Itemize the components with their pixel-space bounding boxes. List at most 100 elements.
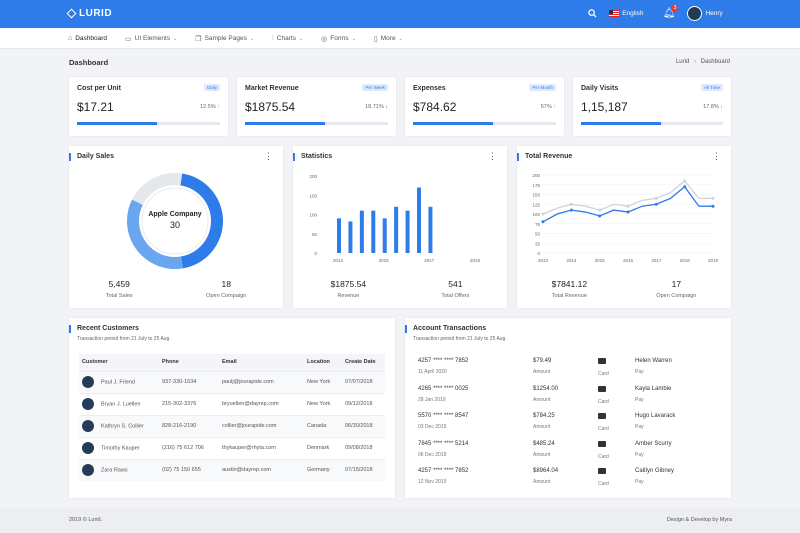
bar (428, 206, 433, 253)
stat-period-badge: All Time (700, 84, 723, 91)
metric-open-compaign: 17 Open Compaign (656, 279, 696, 299)
bar (337, 218, 341, 253)
payer-name: Caitlyn Gibney (635, 468, 675, 474)
customer-cell: Zara Raws (79, 458, 159, 481)
brand-name: LURID (79, 8, 113, 19)
more-vertical-icon[interactable]: ⋮ (488, 151, 497, 161)
nav-forms[interactable]: ◎ Forms ⌄ (321, 35, 356, 43)
location-cell: Denmark (304, 436, 342, 459)
donut-slice (132, 173, 183, 205)
amount-label: Amount (533, 369, 551, 375)
data-point (541, 220, 545, 224)
customer-name: Bryan J. Luellen (101, 401, 141, 408)
y-tick-label: 25 (535, 241, 541, 246)
stat-change-value: 57% (540, 104, 552, 110)
notifications-button[interactable]: 🔔︎ 3 (663, 5, 679, 19)
stat-value: $1875.54 (245, 100, 296, 114)
column-header[interactable]: Customer (79, 354, 159, 371)
table-row[interactable]: Paul J. Friend 937-330-1634 paulj@jourap… (79, 370, 385, 393)
metric-value: $7841.12 (551, 279, 588, 289)
x-tick-label: 2015 (595, 258, 606, 263)
bar (359, 210, 364, 253)
email-cell: thykauper@rhyta.com (219, 436, 304, 459)
list-item[interactable]: 5570 **** **** 8547 03 Dec 2019 $784.25 Am… (418, 413, 721, 441)
language-selector[interactable]: English ⌄ (609, 10, 651, 17)
nav-more[interactable]: ▯ More ⌄ (374, 35, 403, 43)
column-header[interactable]: Location (304, 354, 342, 371)
column-header[interactable]: Phone (159, 354, 219, 371)
stat-period-badge: Per Month (529, 84, 556, 91)
table-header-row: Customer Phone Email Location Create Dat… (79, 354, 385, 371)
avatar (82, 442, 94, 454)
customer-cell: Paul J. Friend (79, 370, 159, 393)
bar (371, 210, 376, 253)
payment-type: Card (598, 398, 609, 405)
avatar (82, 420, 94, 432)
breadcrumb: Lurid › Dashboard (676, 59, 730, 65)
nav-ui-elements[interactable]: ▭ UI Elements ⌄ (125, 35, 177, 43)
stat-card-cost-per-unit: Cost per Unit Daily $17.21 12.5% ↑ (69, 77, 228, 136)
donut-chart: Apple Company 30 (126, 173, 223, 269)
metric-label: Total Sales (105, 293, 133, 299)
y-tick-label: 175 (532, 183, 540, 188)
table-row[interactable]: Kathryn S. Collier 828-216-2190 collier@… (79, 414, 385, 437)
breadcrumb-root[interactable]: Lurid (675, 59, 690, 65)
stat-progress-fill (245, 122, 326, 125)
stat-progress (77, 122, 220, 125)
table-row[interactable]: Zara Raws (02) 75 150 655 austin@dayrep.… (79, 458, 385, 481)
x-tick-label: 2019 (708, 258, 719, 263)
metric-open-compaign: 18 Open Compaign (206, 279, 246, 299)
nav-charts[interactable]: ⫶ Charts ⌄ (272, 35, 303, 43)
donut-center (141, 187, 209, 255)
donut-slice (180, 173, 223, 269)
phone-cell: (216) 75 612 706 (159, 436, 219, 459)
stat-period-badge: Daily (203, 84, 220, 91)
card-number: 4265 **** **** 0025 (418, 385, 469, 392)
chevron-down-icon: ⌄ (298, 35, 304, 42)
amount-label: Amount (533, 451, 551, 458)
more-vertical-icon[interactable]: ⋮ (712, 151, 721, 161)
arrow-up-icon: ↑ (553, 104, 556, 110)
payment-method: Pay (635, 451, 644, 458)
statistics-card: Statistics ⋮ 0 50 100 150 200 2013 2015 2017 201… (292, 146, 507, 308)
search-icon[interactable] (588, 9, 597, 18)
list-item[interactable]: 4257 **** **** 7852 12 Nov 2019 $8964.04 A… (418, 468, 721, 496)
table-row[interactable]: Bryan J. Luellen 215-302-3376 bryuellen@… (79, 392, 385, 415)
customers-table: Customer Phone Email Location Create Dat… (79, 354, 385, 481)
amount-label: Amount (533, 396, 551, 403)
chevron-down-icon: ⌄ (351, 35, 356, 42)
list-item[interactable]: 4265 **** **** 0025 28 Jan 2019 $1254.00 A… (418, 385, 721, 414)
column-header[interactable]: Email (219, 354, 304, 371)
notification-count: 3 (671, 5, 679, 12)
metric-total-offers: 541 Total Offers (441, 279, 469, 299)
user-menu[interactable]: Henry ⌄ (687, 6, 730, 21)
card-subtitle: Transaction period from 21 July to 25 Au… (77, 336, 170, 342)
stat-value: $17.21 (77, 100, 114, 114)
list-item[interactable]: 4257 **** **** 7852 11 April 2020 $79.49 A… (418, 358, 721, 386)
data-point (654, 196, 658, 200)
metric-value: 5,459 (108, 279, 130, 289)
amount-value: $1254.00 (533, 385, 559, 392)
arrow-up-icon: ↑ (217, 104, 220, 110)
customer-name: Timothy Kauper (101, 445, 140, 452)
flag-icon (609, 10, 620, 17)
bar (382, 218, 387, 253)
nav-dashboard[interactable]: ⌂ Dashboard (68, 35, 107, 42)
table-row[interactable]: Timothy Kauper (216) 75 612 706 thykaupe… (79, 436, 385, 459)
payer-name: Hugo Lavarack (635, 413, 676, 419)
stat-value: $784.62 (413, 100, 457, 114)
stat-progress (581, 122, 723, 125)
nav-sample-pages[interactable]: ❐ Sample Pages ⌄ (195, 35, 254, 43)
x-tick-label: 2016 (623, 258, 634, 263)
layers-icon: ▭ (125, 35, 132, 43)
column-header[interactable]: Create Date (342, 354, 385, 371)
card-title: Recent Customers (69, 325, 139, 333)
more-vertical-icon[interactable]: ⋮ (264, 151, 273, 161)
daily-sales-card: Daily Sales ⋮ Apple Company 30 5,459 Tot… (69, 146, 283, 308)
nav-label: Charts (276, 35, 296, 42)
brand-logo[interactable]: LURID (66, 8, 113, 19)
amount-value: $784.25 (533, 413, 555, 419)
stat-change-value: 12.5% (200, 104, 216, 110)
y-tick-label: 150 (309, 193, 317, 198)
list-item[interactable]: 7845 **** **** 5214 06 Dec 2019 $485.24 Am… (418, 440, 721, 469)
